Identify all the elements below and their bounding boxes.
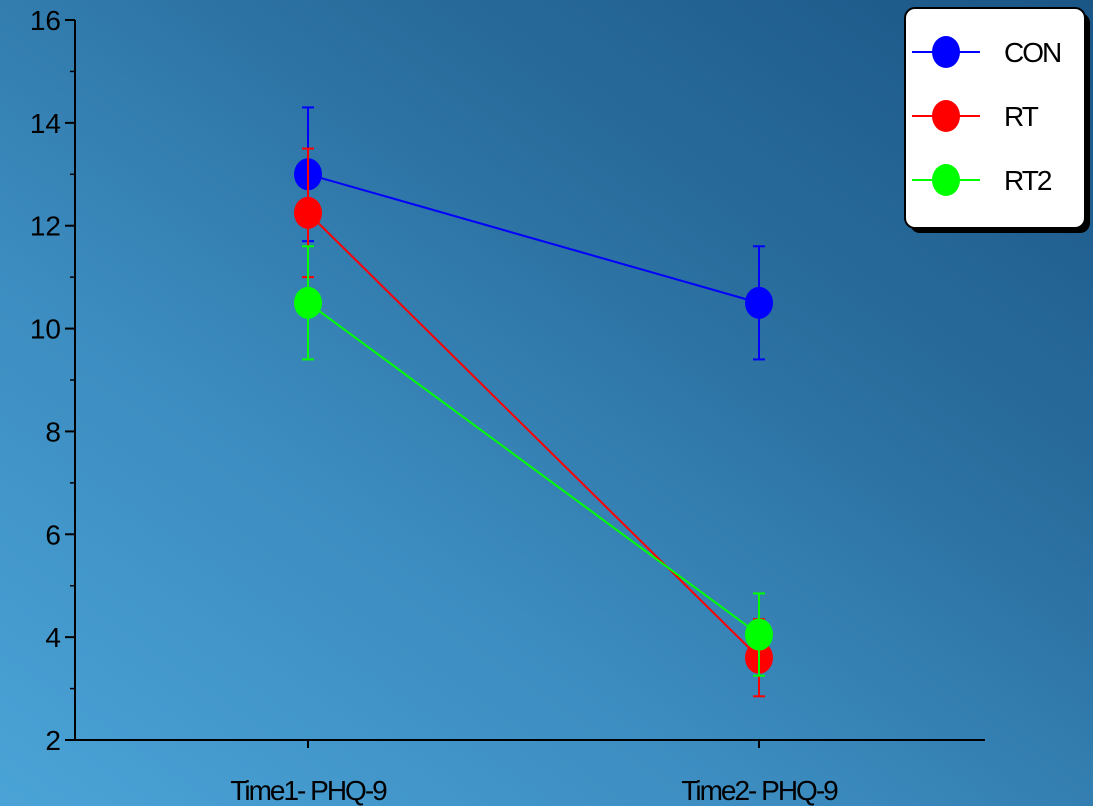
legend-label: CON	[1004, 37, 1060, 68]
data-point	[745, 286, 773, 319]
series-line	[307, 212, 760, 659]
legend-label: RT2	[1004, 165, 1052, 196]
y-tick-label: 14	[30, 108, 61, 139]
data-point	[294, 286, 322, 319]
series-con	[294, 106, 773, 361]
x-tick-label: Time1- PHQ-9	[230, 775, 387, 806]
y-tick-label: 6	[45, 519, 61, 550]
series-line	[307, 173, 760, 304]
x-tick-label: Time2- PHQ-9	[681, 775, 838, 806]
axes: 2 4 6 8 10 12 14 16 Time1- PHQ-9 Time2- PHQ-9	[30, 5, 985, 806]
y-tick-label: 12	[30, 211, 61, 242]
series-rt2	[294, 245, 773, 677]
y-tick-label: 16	[30, 5, 61, 36]
legend: CON RT RT2	[904, 7, 1090, 233]
series-line	[307, 302, 760, 636]
legend-item-rt2: RT2	[912, 164, 1054, 196]
legend-marker	[932, 100, 960, 132]
data-point	[294, 196, 322, 229]
y-tick-label: 8	[45, 416, 61, 447]
series-rt	[294, 147, 773, 698]
legend-label: RT	[1004, 101, 1039, 132]
y-tick-label: 4	[45, 622, 61, 653]
series-layer	[294, 106, 773, 698]
legend-item-con: CON	[912, 36, 1062, 68]
legend-item-rt: RT	[912, 100, 1041, 132]
data-point	[745, 618, 773, 651]
y-tick-label: 10	[30, 314, 61, 345]
legend-marker	[932, 36, 960, 68]
y-tick-label: 2	[45, 725, 61, 756]
legend-marker	[932, 164, 960, 196]
